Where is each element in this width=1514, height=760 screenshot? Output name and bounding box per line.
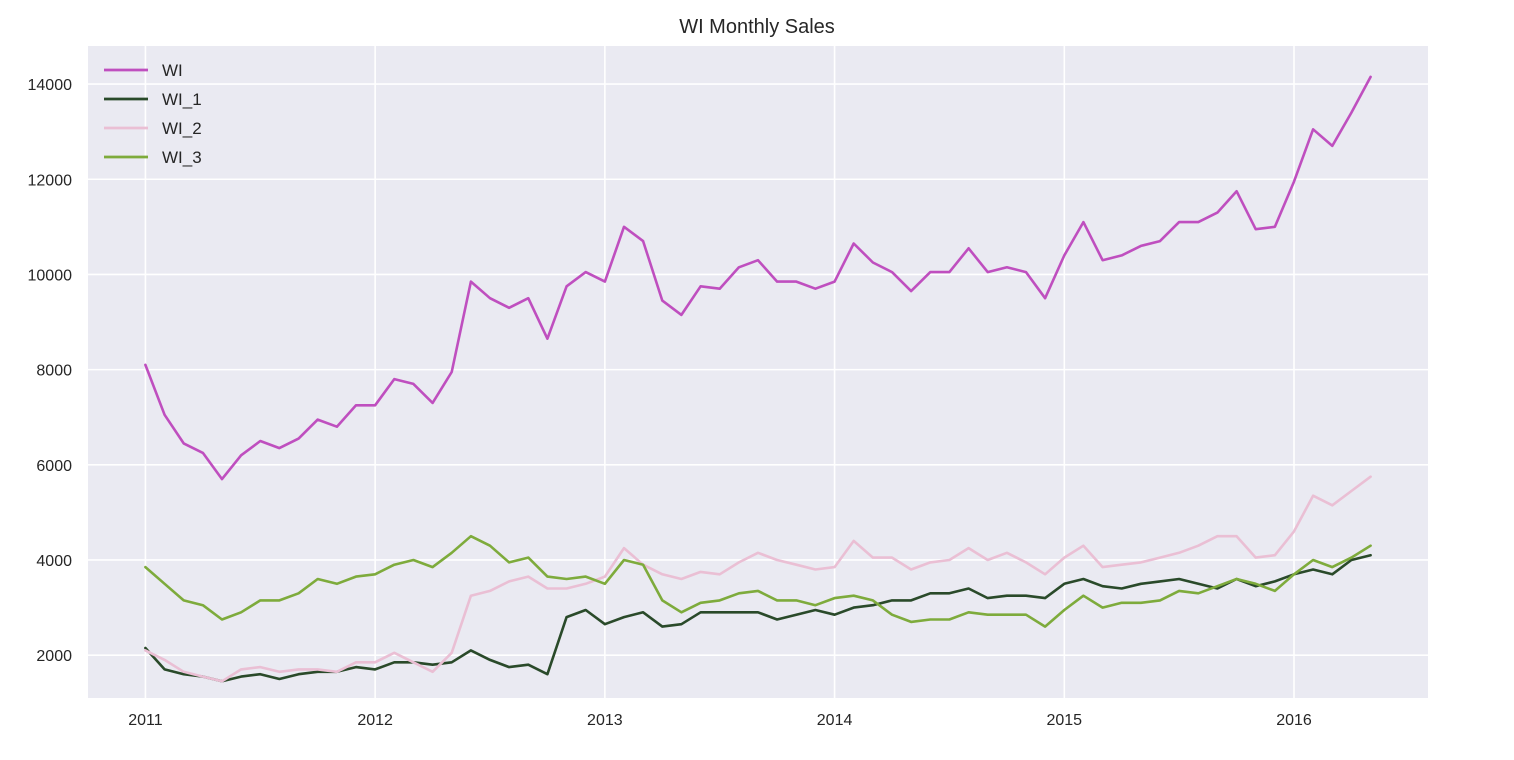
x-tick-label: 2013 (587, 712, 623, 729)
x-tick-label: 2015 (1046, 712, 1082, 729)
x-tick-label: 2012 (357, 712, 393, 729)
grid-lines (88, 46, 1428, 698)
x-tick-label: 2016 (1276, 712, 1312, 729)
series-line-wi-1 (144, 553, 1372, 683)
y-tick-label: 12000 (28, 172, 73, 189)
x-tick-label: 2014 (817, 712, 853, 729)
series-line-wi-2 (144, 475, 1372, 683)
y-tick-label: 6000 (36, 458, 72, 475)
legend-label: WI_1 (162, 90, 202, 109)
y-tick-label: 10000 (28, 267, 73, 284)
series-line-wi (144, 75, 1372, 481)
legend: WI WI_1 WI_2 WI_3 (104, 61, 202, 167)
x-tick-label: 2011 (128, 712, 163, 729)
y-tick-labels: 2000 4000 6000 8000 10000 12000 14000 (28, 77, 73, 665)
series-layer (144, 75, 1372, 683)
plot-area (88, 46, 1428, 698)
y-tick-label: 4000 (36, 553, 72, 570)
series-line-wi-3 (144, 534, 1372, 628)
y-tick-label: 14000 (28, 77, 73, 94)
legend-label: WI (162, 61, 183, 80)
y-tick-label: 8000 (36, 363, 72, 380)
x-tick-labels: 2011 2012 2013 2014 2015 2016 (128, 712, 1312, 729)
legend-label: WI_3 (162, 148, 202, 167)
legend-label: WI_2 (162, 119, 202, 138)
y-tick-label: 2000 (36, 648, 72, 665)
chart-title: WI Monthly Sales (679, 16, 835, 38)
